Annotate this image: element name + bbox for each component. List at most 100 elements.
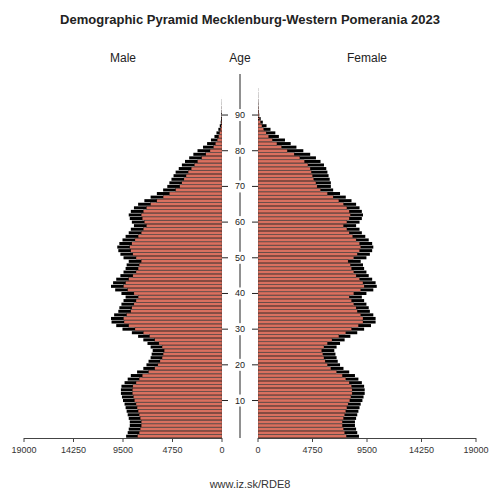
bar [258, 246, 361, 249]
bar [188, 171, 222, 174]
bar [162, 345, 222, 348]
reference-bar [179, 167, 222, 170]
reference-bar [221, 99, 222, 102]
bar [127, 313, 222, 316]
reference-bar [151, 196, 222, 199]
bar [258, 296, 349, 299]
reference-bar [126, 406, 222, 409]
bar [136, 299, 222, 302]
tick-label: 19000 [463, 445, 488, 455]
bar [132, 242, 222, 245]
bar [221, 117, 222, 120]
bar [258, 353, 323, 356]
bar [141, 420, 222, 423]
bar [258, 374, 342, 377]
bar [134, 303, 222, 306]
bar [258, 292, 354, 295]
bar [155, 338, 222, 341]
bar [258, 338, 332, 341]
reference-bar [222, 81, 223, 84]
bar [131, 249, 222, 252]
bar [129, 278, 222, 281]
bar [258, 256, 354, 259]
bar [124, 321, 222, 324]
bar [258, 121, 261, 124]
reference-bar [258, 403, 361, 406]
reference-bar [258, 303, 366, 306]
bar [258, 424, 342, 427]
bar [128, 288, 222, 291]
reference-bar [221, 110, 222, 113]
reference-bar [129, 417, 222, 420]
axis-label: Age [229, 51, 251, 65]
bar [258, 317, 363, 320]
tick [252, 186, 258, 187]
bar [258, 242, 360, 245]
reference-bar [121, 388, 222, 391]
bar [258, 385, 352, 388]
bar [258, 178, 314, 181]
reference-bar [258, 206, 360, 209]
tick [252, 150, 258, 151]
reference-bar [258, 114, 259, 117]
reference-bar [258, 342, 340, 345]
reference-bar [258, 278, 372, 281]
reference-bar [258, 381, 362, 384]
tick [252, 293, 258, 294]
tick [421, 438, 422, 442]
reference-bar [138, 203, 222, 206]
bar [222, 81, 223, 84]
bar [258, 392, 352, 395]
reference-bar [214, 135, 222, 138]
reference-bar [152, 353, 222, 356]
bar [258, 306, 356, 309]
reference-bar [258, 374, 355, 377]
tick [73, 438, 74, 442]
tick-label: 90 [235, 110, 245, 120]
reference-bar [258, 199, 352, 202]
bar [258, 224, 343, 227]
reference-bar [169, 181, 222, 184]
reference-bar [147, 342, 222, 345]
tick-label: 70 [235, 181, 245, 191]
reference-bar [119, 306, 222, 309]
reference-bar [130, 424, 222, 427]
reference-bar [258, 142, 291, 145]
bar [258, 192, 327, 195]
bar [138, 435, 222, 438]
bar [135, 238, 222, 241]
bar [258, 103, 259, 106]
reference-bar [222, 85, 223, 88]
reference-bar [258, 185, 331, 188]
reference-bar [258, 246, 373, 249]
bar [136, 271, 222, 274]
reference-bar [258, 160, 321, 163]
bar [258, 231, 349, 234]
bar [221, 124, 222, 127]
reference-bar [144, 199, 222, 202]
reference-bar [221, 114, 222, 117]
tick [222, 257, 228, 258]
bar [220, 131, 222, 134]
bar [258, 285, 364, 288]
reference-bar [258, 356, 337, 359]
reference-bar [258, 188, 333, 191]
tick-label: 4750 [302, 445, 322, 455]
bar [133, 395, 222, 398]
reference-bar [221, 103, 222, 106]
reference-bar [258, 99, 259, 102]
reference-bar [134, 224, 222, 227]
bar [146, 224, 222, 227]
reference-bar [258, 299, 364, 302]
reference-bar [198, 149, 222, 152]
reference-bar [258, 317, 376, 320]
reference-bar [258, 238, 369, 241]
bar [134, 399, 222, 402]
bar [138, 235, 222, 238]
bar [133, 274, 222, 277]
tick-label-bg [232, 359, 248, 371]
bar [150, 335, 222, 338]
reference-bar [128, 378, 222, 381]
reference-bar [258, 360, 338, 363]
bar [221, 110, 222, 113]
